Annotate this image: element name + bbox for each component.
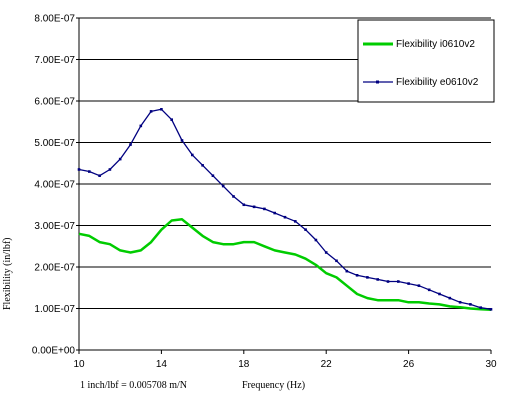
series-1-point-39 <box>479 306 482 309</box>
series-1-point-14 <box>221 184 225 188</box>
series-1-point-5 <box>129 143 132 146</box>
legend-label-i0610v2: Flexibility i0610v2 <box>396 39 475 50</box>
series-1-point-27 <box>355 274 359 277</box>
legend-box <box>357 19 495 103</box>
series-1-point-22 <box>304 228 307 231</box>
series-1-point-1 <box>88 170 91 173</box>
series-line-1 <box>78 108 492 310</box>
y-tick-label-4: 4.00E-07 <box>34 180 75 191</box>
series-1-point-2 <box>98 174 101 177</box>
series-1-point-6 <box>139 124 143 128</box>
series-1-point-10 <box>180 139 184 142</box>
unit-conversion-note: 1 inch/lbf = 0.005708 m/N <box>80 380 187 391</box>
x-tick-labels: 10 14 18 22 26 30 <box>73 359 497 370</box>
series-1-point-17 <box>252 205 256 209</box>
series-1-point-38 <box>469 303 472 306</box>
series-1-point-7 <box>149 110 153 113</box>
grid-layer <box>79 17 491 309</box>
series-1-point-26 <box>345 269 349 273</box>
series-1-point-31 <box>397 280 400 283</box>
y-tick-label-2: 2.00E-07 <box>34 263 75 274</box>
y-axis-label: Flexibility (in/lbf) <box>2 238 13 311</box>
series-1-point-16 <box>242 203 246 207</box>
series-1-point-32 <box>407 282 410 285</box>
legend-label-e0610v2: Flexibility e0610v2 <box>396 77 479 88</box>
x-tick-label-4: 26 <box>403 359 415 370</box>
series-1-point-9 <box>170 118 173 121</box>
y-tick-label-1: 1.00E-07 <box>34 304 75 315</box>
series-1-point-18 <box>263 207 266 211</box>
series-1-point-23 <box>314 238 318 242</box>
x-tick-label-2: 18 <box>238 359 250 370</box>
y-tick-label-3: 3.00E-07 <box>34 221 75 232</box>
series-1-point-20 <box>283 215 287 219</box>
x-axis-label: Frequency (Hz) <box>242 380 305 391</box>
series-1-point-35 <box>438 292 441 296</box>
series-1-point-19 <box>273 211 276 215</box>
series-1-point-8 <box>160 108 163 111</box>
series-1-point-13 <box>211 174 215 177</box>
x-tick-label-3: 22 <box>321 359 333 370</box>
series-1-point-28 <box>366 276 369 279</box>
series-1-point-36 <box>448 296 452 300</box>
y-tick-label-6: 6.00E-07 <box>34 97 75 108</box>
y-tick-label-0: 0.00E+00 <box>32 346 76 357</box>
series-1-point-3 <box>108 168 112 171</box>
series-line-0 <box>78 218 492 311</box>
y-tick-label-5: 5.00E-07 <box>34 138 75 149</box>
y-tick-label-8: 8.00E-07 <box>34 14 75 25</box>
legend: Flexibility i0610v2 Flexibility e0610v2 <box>357 19 495 103</box>
series-layer <box>77 108 493 311</box>
series-1-point-12 <box>201 164 204 167</box>
series-1-point-29 <box>376 278 379 281</box>
x-tick-label-1: 14 <box>156 359 168 370</box>
plot-frame <box>76 17 492 354</box>
y-tick-label-7: 7.00E-07 <box>34 55 75 66</box>
series-1-point-15 <box>232 195 235 198</box>
series-1-point-37 <box>458 300 462 304</box>
series-1-point-21 <box>294 220 297 223</box>
series-1-point-34 <box>427 288 431 292</box>
series-1-point-4 <box>118 157 122 161</box>
series-1-point-30 <box>386 280 390 283</box>
legend-marker-e0610v2 <box>376 80 379 84</box>
x-tick-label-0: 10 <box>73 359 85 370</box>
x-tick-label-5: 30 <box>485 359 497 370</box>
y-tick-labels: 0.00E+00 1.00E-07 2.00E-07 3.00E-07 4.00E-07… <box>32 14 76 357</box>
series-1-point-33 <box>417 284 421 287</box>
series-1-point-11 <box>191 153 194 157</box>
series-1-point-0 <box>77 168 81 171</box>
series-1-point-40 <box>489 308 493 311</box>
series-1-point-25 <box>335 259 338 263</box>
series-1-point-24 <box>324 251 328 254</box>
